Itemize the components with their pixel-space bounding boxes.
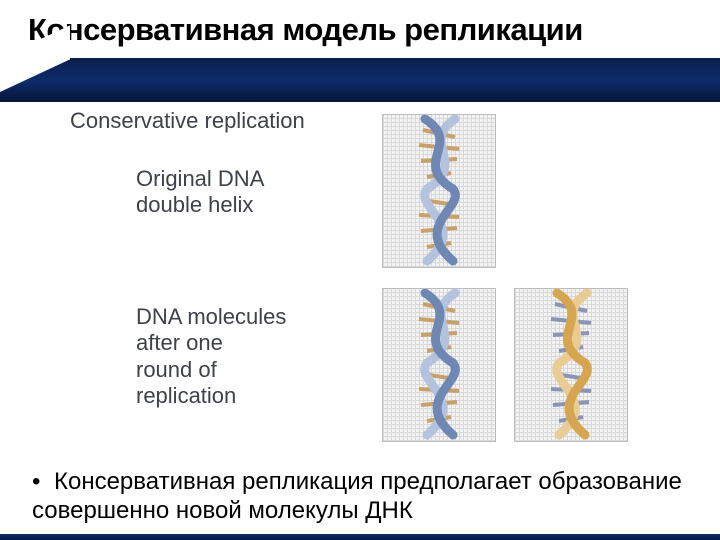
label-original: Original DNA double helix (136, 166, 264, 219)
helix-after-left-bg (382, 288, 496, 442)
label-after-line1: DNA molecules (136, 304, 286, 329)
helix-after-right-bg (514, 288, 628, 442)
bullet-text: Консервативная репликация предполагает о… (32, 468, 682, 524)
helix-original (383, 115, 495, 267)
helix-original-bg (382, 114, 496, 268)
header-band (0, 58, 720, 102)
label-original-line1: Original DNA (136, 166, 264, 191)
bullet: •Консервативная репликация предполагает … (32, 468, 692, 526)
label-after: DNA molecules after one round of replica… (136, 304, 286, 410)
helix-after-left (383, 289, 495, 441)
bottom-edge (0, 534, 720, 540)
figure: Conservative replication Original DNA do… (70, 108, 640, 448)
label-after-line3: round of (136, 357, 217, 382)
label-after-line2: after one (136, 330, 223, 355)
figure-heading: Conservative replication (70, 108, 305, 134)
bullet-marker: • (32, 468, 54, 497)
slide: Консервативная модель репликации Conserv… (0, 0, 720, 540)
helix-after-right (515, 289, 627, 441)
slide-title: Консервативная модель репликации (28, 12, 583, 48)
label-after-line4: replication (136, 383, 236, 408)
label-original-line2: double helix (136, 192, 253, 217)
